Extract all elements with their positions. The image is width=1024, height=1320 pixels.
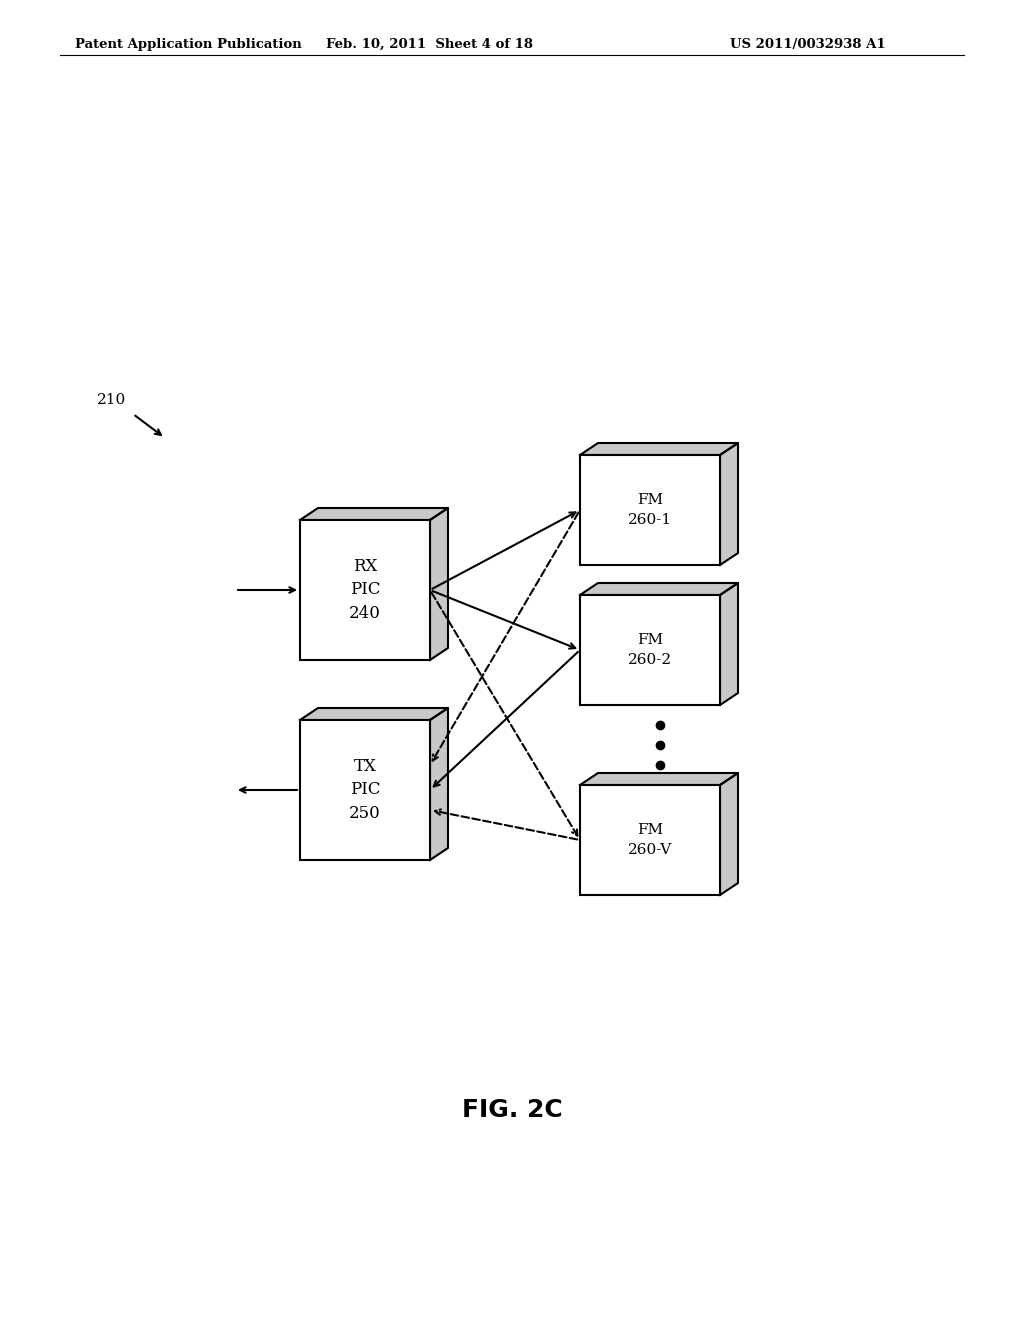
Text: Patent Application Publication: Patent Application Publication bbox=[75, 38, 302, 51]
Bar bbox=[300, 719, 430, 861]
Polygon shape bbox=[580, 774, 738, 785]
Polygon shape bbox=[300, 708, 449, 719]
Polygon shape bbox=[720, 583, 738, 705]
Polygon shape bbox=[300, 508, 449, 520]
Polygon shape bbox=[580, 583, 738, 595]
Text: Feb. 10, 2011  Sheet 4 of 18: Feb. 10, 2011 Sheet 4 of 18 bbox=[327, 38, 534, 51]
Text: FIG. 2C: FIG. 2C bbox=[462, 1098, 562, 1122]
Polygon shape bbox=[430, 508, 449, 660]
Bar bbox=[580, 455, 720, 565]
Polygon shape bbox=[720, 774, 738, 895]
Text: TX
PIC
250: TX PIC 250 bbox=[349, 758, 381, 822]
Text: US 2011/0032938 A1: US 2011/0032938 A1 bbox=[730, 38, 886, 51]
Text: FM
260-1: FM 260-1 bbox=[628, 494, 672, 527]
Bar bbox=[580, 785, 720, 895]
Bar bbox=[580, 595, 720, 705]
Polygon shape bbox=[580, 444, 738, 455]
Text: RX
PIC
240: RX PIC 240 bbox=[349, 558, 381, 622]
Text: FM
260-V: FM 260-V bbox=[628, 824, 672, 857]
Bar bbox=[300, 520, 430, 660]
Polygon shape bbox=[430, 708, 449, 861]
Text: FM
260-2: FM 260-2 bbox=[628, 634, 672, 667]
Polygon shape bbox=[720, 444, 738, 565]
Text: 210: 210 bbox=[97, 393, 126, 407]
